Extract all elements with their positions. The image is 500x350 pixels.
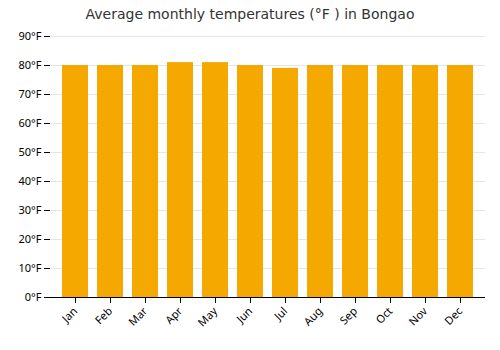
svg-text:Aug: Aug <box>300 303 325 328</box>
svg-text:Dec: Dec <box>441 303 465 327</box>
svg-text:Jul: Jul <box>270 303 290 323</box>
svg-text:Mar: Mar <box>125 303 151 329</box>
svg-text:70°F: 70°F <box>18 86 41 101</box>
svg-text:50°F: 50°F <box>18 144 41 159</box>
svg-text:Oct: Oct <box>372 303 395 326</box>
svg-text:30°F: 30°F <box>18 202 41 217</box>
svg-text:10°F: 10°F <box>18 260 41 275</box>
html-text:Average monthly temperatures (: Average monthly temperatures (°F ) in Bo… <box>85 6 415 22</box>
svg-text:80°F: 80°F <box>18 57 41 72</box>
svg-text:Feb: Feb <box>91 303 115 327</box>
svg-text:Sep: Sep <box>336 303 360 327</box>
svg-text:Jun: Jun <box>232 303 255 326</box>
svg-text:0°F: 0°F <box>25 289 42 304</box>
svg-text:Jan: Jan <box>57 303 80 326</box>
svg-text:40°F: 40°F <box>18 173 41 188</box>
svg-text:20°F: 20°F <box>18 231 41 246</box>
svg-text:60°F: 60°F <box>18 115 41 130</box>
svg-text:Apr: Apr <box>162 303 186 327</box>
svg-text:May: May <box>194 303 220 329</box>
svg-text:90°F: 90°F <box>18 28 41 43</box>
svg-text:Nov: Nov <box>405 303 430 328</box>
